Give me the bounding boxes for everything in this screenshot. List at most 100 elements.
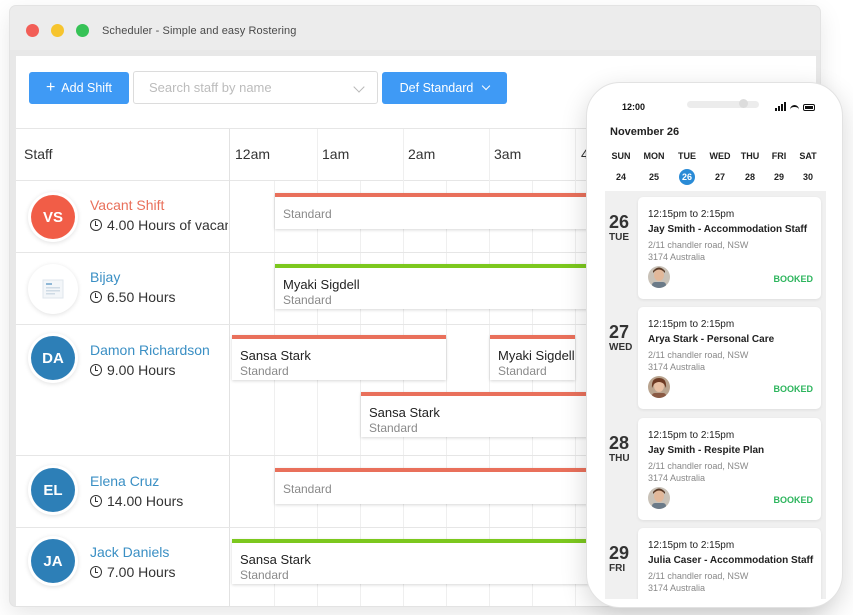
shift-block[interactable]: Sansa Stark Standard — [232, 539, 595, 584]
staff-name[interactable]: Vacant Shift — [90, 197, 165, 213]
staff-name[interactable]: Damon Richardson — [90, 342, 210, 358]
list-day-name: THU — [609, 453, 630, 464]
add-shift-button[interactable]: + Add Shift — [29, 72, 129, 104]
address-line: 2/11 chandler road, NSW — [648, 571, 749, 581]
user-avatar-icon — [648, 266, 670, 288]
minimize-window-button[interactable] — [51, 24, 64, 37]
shift-staff-name: Sansa Stark — [240, 348, 311, 363]
list-day-name: WED — [609, 342, 633, 353]
standard-filter-dropdown[interactable]: Def Standard — [382, 72, 507, 104]
staff-hours-value: 6.50 Hours — [107, 289, 176, 305]
card-title: Julia Caser - Accommodation Staff — [648, 555, 814, 566]
weekday-label: WED — [709, 151, 731, 161]
hour-label: 4 — [581, 146, 589, 162]
shift-staff-name: Myaki Sigdell — [283, 277, 360, 292]
staff-row-jack-daniels: JA Jack Daniels 7.00 Hours Sansa Stark S… — [16, 528, 816, 606]
staff-hours-value: 4.00 Hours of vacant — [107, 217, 228, 233]
address-line: 3174 Australia — [648, 252, 706, 262]
shift-block[interactable]: Standard — [275, 193, 595, 229]
shift-color-bar — [232, 335, 446, 339]
card-title: Jay Smith - Respite Plan — [648, 445, 765, 456]
roster-grid: Staff 12am 1am 2am 3am 4 — [16, 128, 816, 606]
shift-block[interactable]: Standard — [275, 468, 595, 504]
address-line: 2/11 chandler road, NSW — [648, 461, 749, 471]
shift-card[interactable]: 12:15pm to 2:15pm Arya Stark - Personal … — [638, 307, 821, 409]
shift-staff-name: Myaki Sigdell — [498, 348, 575, 363]
grid-line — [274, 181, 275, 606]
shift-block[interactable]: Sansa Stark Standard — [232, 335, 446, 380]
staff-hours: 7.00 Hours — [90, 564, 228, 580]
phone-screen: 12:00 November 26 SUN MON TUE WED THU FR… — [605, 93, 826, 599]
staff-name[interactable]: Elena Cruz — [90, 473, 160, 489]
shift-color-bar — [275, 193, 595, 197]
avatar: JA — [31, 539, 75, 583]
shift-color-bar — [275, 468, 595, 472]
date-number: 30 — [802, 172, 813, 182]
address-line: 3174 Australia — [648, 583, 706, 593]
close-window-button[interactable] — [26, 24, 39, 37]
date-number: 29 — [773, 172, 784, 182]
date-cell-selected[interactable]: 26 — [672, 169, 702, 185]
avatar: DA — [31, 336, 75, 380]
staff-hours-value: 7.00 Hours — [107, 564, 176, 580]
card-time: 12:15pm to 2:15pm — [648, 319, 735, 330]
date-cell[interactable]: 28 — [735, 169, 765, 185]
status-time: 12:00 — [622, 102, 646, 112]
logo-icon — [42, 279, 64, 299]
card-address: 2/11 chandler road, NSW 3174 Australia — [648, 239, 778, 263]
weekday-label: SUN — [611, 151, 631, 161]
date-cell[interactable]: 27 — [705, 169, 735, 185]
staff-name[interactable]: Jack Daniels — [90, 544, 170, 560]
staff-search-input[interactable] — [133, 71, 378, 104]
calendar-month: November 26 — [610, 126, 680, 138]
grid-line — [360, 181, 361, 606]
avatar: EL — [31, 468, 75, 512]
clock-icon — [90, 219, 102, 231]
shift-card[interactable]: 12:15pm to 2:15pm Jay Smith - Respite Pl… — [638, 418, 821, 520]
grid-line — [575, 129, 576, 606]
clock-icon — [90, 291, 102, 303]
date-cell[interactable]: 24 — [606, 169, 636, 185]
hour-label: 12am — [235, 146, 271, 162]
shift-type: Standard — [283, 482, 332, 496]
staff-name[interactable]: Bijay — [90, 269, 121, 285]
date-cell[interactable]: 29 — [764, 169, 794, 185]
hour-label: 3am — [494, 146, 522, 162]
date-number: 26 — [679, 169, 695, 185]
address-line: 3174 Australia — [648, 473, 706, 483]
clock-icon — [90, 566, 102, 578]
shift-type: Standard — [369, 421, 418, 435]
shift-block[interactable]: Sansa Stark Standard — [361, 392, 595, 437]
date-cell[interactable]: 30 — [793, 169, 823, 185]
staff-hours: 6.50 Hours — [90, 289, 228, 305]
date-number: 25 — [648, 172, 659, 182]
shift-color-bar — [232, 539, 595, 543]
list-day-number: 28 — [609, 433, 630, 453]
booked-badge: BOOKED — [773, 274, 813, 284]
shift-block[interactable]: Myaki Sigdell Standard — [490, 335, 575, 380]
wifi-icon — [790, 105, 799, 111]
phone-camera — [739, 99, 748, 108]
date-cell[interactable]: 25 — [639, 169, 669, 185]
staff-row-elena-cruz: EL Elena Cruz 14.00 Hours Standard — [16, 456, 816, 528]
weekday-label: TUE — [678, 151, 696, 161]
shift-card[interactable]: 12:15pm to 2:15pm Julia Caser - Accommod… — [638, 528, 821, 599]
date-number: 27 — [714, 172, 725, 182]
weekday-label: THU — [740, 151, 760, 161]
card-address: 2/11 chandler road, NSW 3174 Australia — [648, 460, 778, 484]
shift-block[interactable]: Myaki Sigdell Standard — [275, 264, 595, 309]
shift-card[interactable]: 12:15pm to 2:15pm Jay Smith - Accommodat… — [638, 197, 821, 299]
staff-hours: 9.00 Hours — [90, 362, 228, 378]
card-title: Arya Stark - Personal Care — [648, 334, 775, 345]
staff-hours: 4.00 Hours of vacant — [90, 217, 228, 233]
add-shift-label: Add Shift — [61, 81, 113, 95]
staff-column-divider — [229, 129, 230, 606]
card-time: 12:15pm to 2:15pm — [648, 209, 735, 220]
clock-icon — [90, 495, 102, 507]
grid-line — [489, 129, 490, 606]
user-avatar-icon — [648, 487, 670, 509]
phone-speaker — [687, 101, 759, 108]
shift-list: 26 TUE 12:15pm to 2:15pm Jay Smith - Acc… — [605, 191, 826, 599]
maximize-window-button[interactable] — [76, 24, 89, 37]
